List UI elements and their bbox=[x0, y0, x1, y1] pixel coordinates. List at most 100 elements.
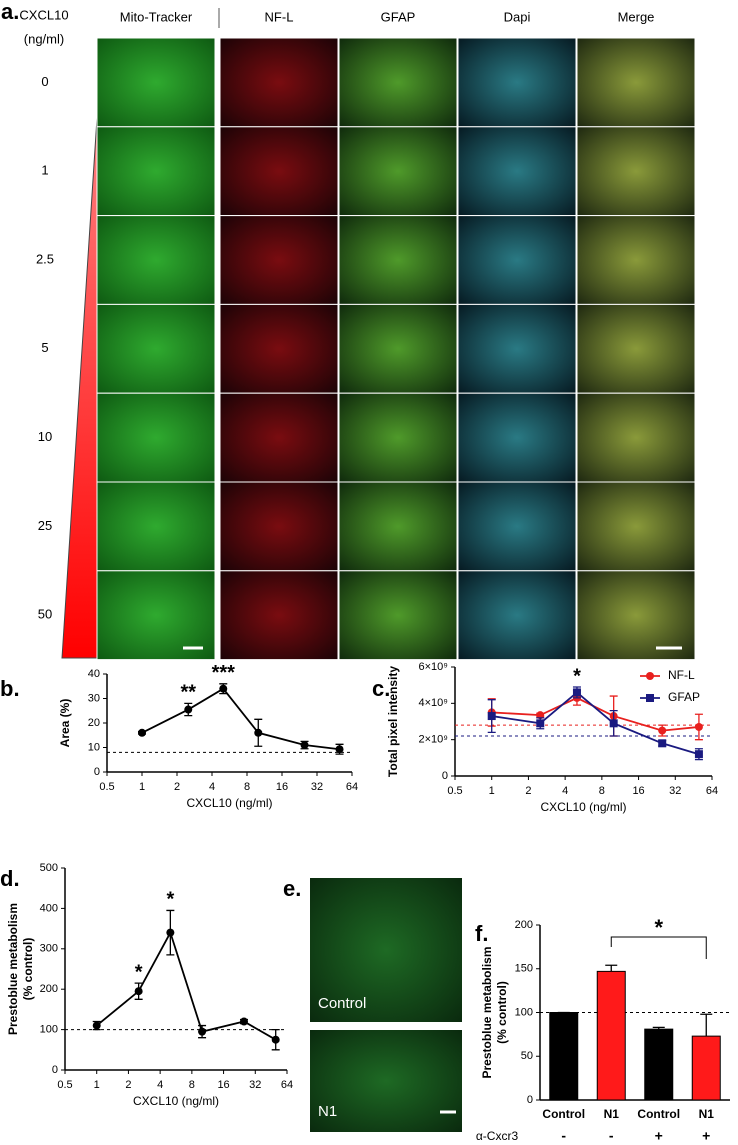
micrograph bbox=[338, 215, 458, 305]
point bbox=[536, 711, 545, 720]
micrograph bbox=[338, 570, 458, 661]
point bbox=[694, 722, 703, 731]
x-tick-label: 64 bbox=[346, 781, 358, 793]
micrograph bbox=[457, 215, 577, 305]
treatment-sign: + bbox=[655, 1128, 663, 1144]
image-label: N1 bbox=[318, 1103, 337, 1120]
x-tick-label: 0.5 bbox=[57, 1079, 72, 1091]
micrograph bbox=[576, 215, 696, 305]
micrograph bbox=[576, 570, 696, 661]
column-header: Merge bbox=[618, 9, 655, 24]
x-axis-label: CXCL10 (ng/ml) bbox=[133, 1094, 219, 1108]
point bbox=[198, 1027, 207, 1036]
x-tick-label: 4 bbox=[209, 781, 215, 793]
x-tick-label: Control bbox=[637, 1107, 680, 1121]
panel-label: f. bbox=[475, 921, 488, 946]
point bbox=[138, 728, 146, 737]
row-label: 0 bbox=[41, 74, 48, 89]
point bbox=[219, 684, 228, 693]
x-tick-label: N1 bbox=[604, 1107, 620, 1121]
x-tick-label: 16 bbox=[276, 781, 288, 793]
micrograph bbox=[457, 570, 577, 661]
row-label: 10 bbox=[38, 429, 52, 444]
micrograph bbox=[576, 481, 696, 572]
x-tick-label: N1 bbox=[699, 1107, 715, 1121]
row-header: (ng/ml) bbox=[24, 31, 64, 46]
image-label: Control bbox=[318, 995, 366, 1012]
error-bar bbox=[605, 964, 618, 972]
micrograph bbox=[338, 481, 458, 572]
x-tick-label: 1 bbox=[94, 1079, 100, 1091]
micrograph bbox=[576, 303, 696, 394]
legend-label: GFAP bbox=[668, 690, 700, 704]
x-tick-label: 64 bbox=[281, 1079, 293, 1091]
y-tick-label: 40 bbox=[88, 668, 100, 680]
panel-label: b. bbox=[0, 676, 20, 701]
y-tick-label: 500 bbox=[40, 862, 58, 874]
bar bbox=[596, 970, 626, 1101]
bar bbox=[549, 1012, 579, 1101]
micrograph bbox=[310, 1030, 462, 1132]
point bbox=[658, 726, 667, 735]
point bbox=[658, 739, 667, 748]
x-tick-label: 0.5 bbox=[99, 781, 114, 793]
point bbox=[92, 1021, 101, 1030]
x-tick-label: 32 bbox=[669, 785, 681, 797]
x-tick-label: 8 bbox=[244, 781, 250, 793]
row-label: 50 bbox=[38, 607, 52, 622]
micrograph bbox=[219, 126, 339, 217]
micrograph bbox=[338, 37, 458, 128]
y-axis-label: (% control) bbox=[495, 981, 509, 1044]
column-header: Mito-Tracker bbox=[120, 9, 193, 24]
annotation: * bbox=[573, 665, 581, 687]
x-tick-label: 8 bbox=[599, 785, 605, 797]
micrograph bbox=[457, 126, 577, 217]
x-tick-label: 2 bbox=[174, 781, 180, 793]
point bbox=[184, 705, 193, 714]
x-tick-label: 2 bbox=[525, 785, 531, 797]
micrograph bbox=[96, 37, 216, 128]
treatment-label: α-Cxcr3 bbox=[476, 1129, 519, 1143]
treatment-sign: - bbox=[561, 1128, 566, 1144]
annotation: * bbox=[166, 889, 174, 911]
y-tick-label: 0 bbox=[94, 766, 100, 778]
x-tick-label: 32 bbox=[249, 1079, 261, 1091]
annotation: * bbox=[654, 915, 663, 940]
significance-bracket bbox=[610, 936, 707, 959]
micrograph bbox=[96, 481, 216, 572]
x-tick-label: 4 bbox=[157, 1079, 163, 1091]
micrograph bbox=[338, 392, 458, 483]
point bbox=[487, 712, 496, 721]
x-tick-label: 4 bbox=[562, 785, 568, 797]
micrograph bbox=[457, 392, 577, 483]
y-tick-label: 300 bbox=[40, 943, 58, 955]
x-tick-label: 32 bbox=[311, 781, 323, 793]
micrograph bbox=[338, 126, 458, 217]
y-tick-label: 30 bbox=[88, 692, 100, 704]
point bbox=[271, 1035, 280, 1044]
annotation: * bbox=[135, 961, 143, 983]
row-label: 5 bbox=[41, 340, 48, 355]
x-tick-label: 1 bbox=[489, 785, 495, 797]
y-tick-label: 400 bbox=[40, 902, 58, 914]
x-tick-label: 64 bbox=[706, 785, 718, 797]
y-tick-label: 0 bbox=[52, 1064, 58, 1076]
micrograph bbox=[96, 126, 216, 217]
micrograph bbox=[219, 392, 339, 483]
annotation: *** bbox=[212, 662, 236, 684]
error-bar bbox=[652, 1026, 665, 1030]
treatment-sign: + bbox=[702, 1128, 710, 1144]
x-tick-label: 16 bbox=[632, 785, 644, 797]
point bbox=[335, 745, 344, 754]
bar bbox=[644, 1028, 674, 1101]
y-tick-label: 6×10⁹ bbox=[419, 661, 449, 673]
y-tick-label: 20 bbox=[88, 717, 100, 729]
micrograph bbox=[219, 303, 339, 394]
micrograph bbox=[576, 392, 696, 483]
y-axis-label: Prestoblue metabolism bbox=[480, 946, 494, 1078]
y-tick-label: 0 bbox=[527, 1094, 533, 1106]
y-tick-label: 4×10⁹ bbox=[419, 697, 449, 709]
x-axis-label: CXCL10 (ng/ml) bbox=[540, 800, 626, 814]
micrograph bbox=[338, 303, 458, 394]
y-tick-label: 10 bbox=[88, 741, 100, 753]
